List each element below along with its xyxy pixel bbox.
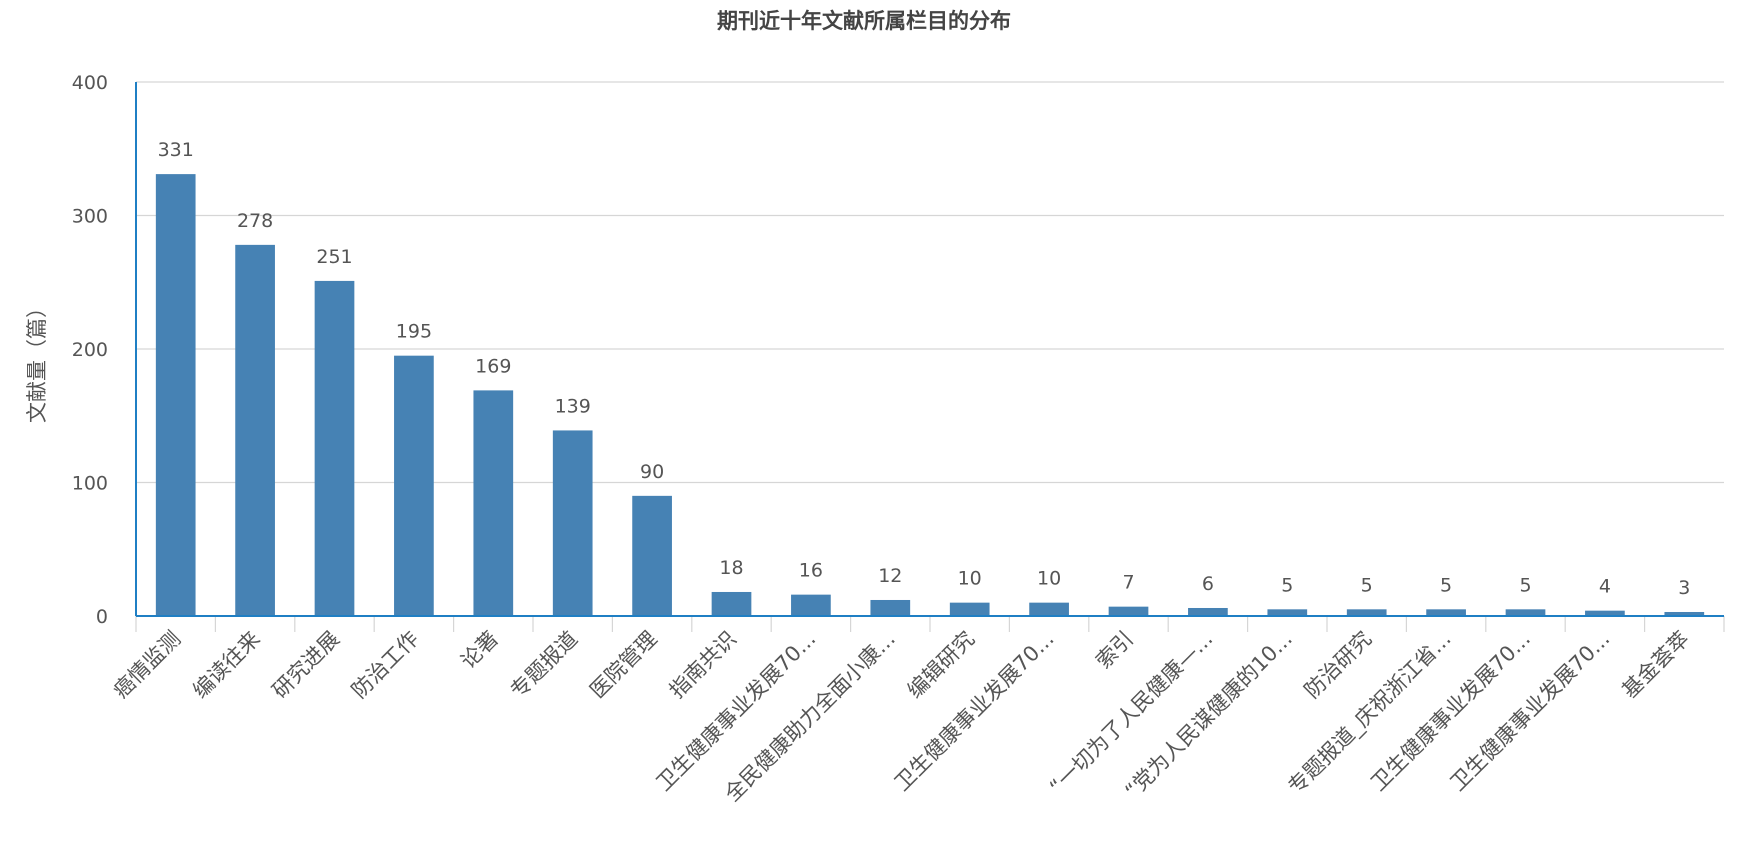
bar-value-label: 7 xyxy=(1122,572,1134,594)
x-tick-label: 卫生健康事业发展70... xyxy=(890,627,1059,796)
x-tick-label: 编读往来 xyxy=(188,627,264,703)
bar xyxy=(1585,610,1625,616)
y-tick-label: 300 xyxy=(72,206,108,228)
bar xyxy=(791,594,831,616)
bar xyxy=(394,355,434,616)
x-tick-label: “一切为了人民健康—... xyxy=(1045,627,1217,799)
bar-value-label: 139 xyxy=(555,395,591,417)
bar xyxy=(235,244,275,616)
bar xyxy=(632,495,672,616)
bar-value-label: 4 xyxy=(1599,576,1611,598)
y-tick-label: 400 xyxy=(72,72,108,94)
x-tick-label: 癌情监测 xyxy=(109,627,185,703)
x-tick-label: 卫生健康事业发展70... xyxy=(652,627,821,796)
bar-value-label: 18 xyxy=(719,557,743,579)
bar xyxy=(314,280,355,616)
x-tick-label: 指南共识 xyxy=(665,627,741,703)
bar xyxy=(1267,609,1308,616)
x-tick-labels: 癌情监测 编读往来 研究进展 防治工作 论著 专题报道 医院管理 指南共识卫生健康事业发展70… xyxy=(109,627,1694,807)
bar-value-label: 278 xyxy=(237,210,273,232)
bar xyxy=(1505,609,1546,616)
value-labels: 331 278 251 195 169 139 90 18 16 12 10 10 7 6 5 5 5 5 4 3 xyxy=(158,139,1691,599)
bar xyxy=(1029,602,1069,616)
bar xyxy=(949,602,990,616)
x-tick-label: 研究进展 xyxy=(268,627,344,703)
x-tick-label: 防治研究 xyxy=(1300,627,1376,703)
bar-value-label: 10 xyxy=(1037,568,1061,590)
y-tick-label: 0 xyxy=(96,606,108,628)
bar-value-label: 331 xyxy=(158,139,194,161)
axes xyxy=(135,82,1725,632)
bar-value-label: 195 xyxy=(396,321,432,343)
bar xyxy=(1664,611,1705,616)
bar xyxy=(870,599,911,616)
bar xyxy=(1108,606,1149,616)
bar-value-label: 251 xyxy=(316,246,352,268)
bar xyxy=(552,430,593,616)
bar-value-label: 16 xyxy=(799,560,823,582)
x-tick-label: 医院管理 xyxy=(585,627,661,703)
x-tick-label: 防治工作 xyxy=(347,627,423,703)
x-tick-label: 论著 xyxy=(456,627,503,674)
bar-value-label: 10 xyxy=(958,568,982,590)
bar xyxy=(1188,607,1228,616)
bar xyxy=(1426,609,1466,616)
bar xyxy=(711,591,752,616)
bar-value-label: 90 xyxy=(640,461,664,483)
x-tick-label: 卫生健康事业发展70... xyxy=(1366,627,1535,796)
y-axis-label: 文献量（篇） xyxy=(25,297,49,423)
y-tick-labels: 0 100 200 300 400 xyxy=(72,72,108,628)
grid-lines xyxy=(136,81,1724,484)
bar-value-label: 169 xyxy=(475,355,511,377)
bar-value-label: 12 xyxy=(878,565,902,587)
chart-title: 期刊近十年文献所属栏目的分布 xyxy=(717,9,1011,33)
bar-value-label: 5 xyxy=(1361,574,1373,596)
x-tick-label: 卫生健康事业发展70... xyxy=(1446,627,1615,796)
x-tick-label: 索引 xyxy=(1091,627,1138,674)
bar xyxy=(155,174,196,617)
bars xyxy=(155,174,1705,617)
x-tick-label: 编辑研究 xyxy=(903,627,979,703)
x-tick-label: 基金荟萃 xyxy=(1617,627,1693,703)
y-tick-label: 200 xyxy=(72,339,108,361)
x-tick-label: “党为人民谋健康的10... xyxy=(1120,627,1297,804)
bar-value-label: 5 xyxy=(1440,574,1452,596)
bar-value-label: 6 xyxy=(1202,573,1214,595)
bar-value-label: 3 xyxy=(1678,577,1690,599)
x-tick-label: 专题报道 xyxy=(506,627,582,703)
bar xyxy=(473,390,514,616)
bar xyxy=(1346,609,1387,616)
bar-value-label: 5 xyxy=(1281,574,1293,596)
bar-value-label: 5 xyxy=(1519,574,1531,596)
y-tick-label: 100 xyxy=(72,473,108,495)
